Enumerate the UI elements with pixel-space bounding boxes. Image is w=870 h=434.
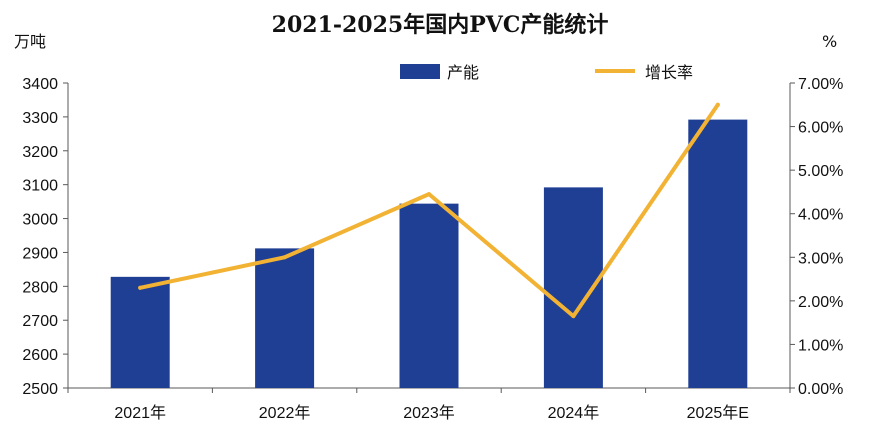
left-axis-tick-label: 2800 [22, 279, 58, 296]
left-axis-tick-label: 3400 [22, 76, 58, 93]
capacity-bar [110, 276, 170, 388]
x-axis-ticks: 2021年 2022年 2023年 2024年 2025年E [67, 388, 791, 422]
right-axis-tick-label: 7.00% [798, 76, 843, 93]
growth-line-series [138, 102, 720, 319]
left-axis-ticks: 2500 2600 2700 2800 2900 3000 3100 3200 3300 3400 [22, 76, 68, 398]
growth-rate-point [282, 255, 287, 260]
x-axis-tick-label: 2024年 [548, 404, 600, 422]
right-axis-unit: % [822, 32, 837, 51]
left-axis-tick-label: 2500 [22, 381, 58, 398]
x-axis-tick-label: 2021年 [114, 404, 166, 422]
x-axis-tick-label: 2023年 [403, 404, 455, 422]
growth-rate-point [715, 102, 720, 107]
left-axis-tick-label: 3300 [22, 110, 58, 127]
legend: 产能 增长率 [400, 63, 693, 82]
left-axis-tick-label: 2900 [22, 245, 58, 262]
right-axis-tick-label: 0.00% [798, 381, 843, 398]
right-axis-ticks: 0.00% 1.00% 2.00% 3.00% 4.00% 5.00% 6.00% 7.00% [790, 76, 843, 398]
growth-rate-point [427, 192, 431, 197]
legend-bar-swatch [400, 64, 440, 79]
left-axis-tick-label: 3200 [22, 144, 58, 161]
capacity-bar [255, 248, 315, 388]
right-axis-tick-label: 3.00% [798, 250, 843, 267]
right-axis-tick-label: 4.00% [798, 207, 843, 224]
legend-line-label: 增长率 [645, 63, 693, 82]
growth-rate-point [138, 285, 143, 290]
chart-title: 2021-2025年国内PVC产能统计 [272, 12, 609, 38]
x-axis-tick-label: 2025年E [687, 404, 749, 422]
capacity-bar [399, 203, 459, 388]
left-axis-unit: 万吨 [14, 32, 46, 51]
left-axis-tick-label: 3100 [22, 178, 58, 195]
bars [110, 119, 748, 388]
right-axis-tick-label: 2.00% [798, 294, 843, 311]
capacity-bar [688, 119, 748, 388]
legend-bar-label: 产能 [447, 63, 479, 82]
left-axis-tick-label: 3000 [22, 212, 58, 229]
right-axis-tick-label: 6.00% [798, 120, 843, 137]
x-axis-tick-label: 2022年 [259, 404, 311, 422]
growth-rate-point [571, 314, 576, 319]
left-axis-tick-label: 2600 [22, 347, 58, 364]
right-axis-tick-label: 5.00% [798, 163, 843, 180]
right-axis-tick-label: 1.00% [798, 337, 843, 354]
left-axis-tick-label: 2700 [22, 313, 58, 330]
